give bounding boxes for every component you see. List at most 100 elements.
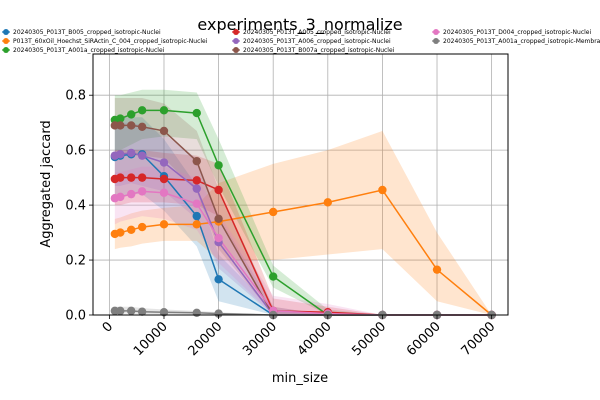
- legend-swatch-marker: [233, 47, 239, 53]
- y-tick-label: 0.4: [65, 199, 86, 214]
- x-tick-label: 30000: [240, 319, 280, 359]
- legend-item: 20240305_P013T_A005_cropped_isotropic-Nu…: [232, 29, 391, 36]
- data-point: [116, 306, 125, 316]
- data-point: [192, 176, 201, 185]
- x-axis-label: min_size: [272, 371, 328, 386]
- confidence-band: [114, 97, 492, 316]
- data-point: [432, 265, 442, 274]
- legend-label: 20240305_P013T_A001a_cropped_isotropic-M…: [443, 38, 600, 45]
- data-point: [127, 173, 136, 182]
- legend-item: 20240305_P013T_A006_cropped_isotropic-Nu…: [232, 38, 391, 45]
- legend-label: 20240305_P013T_B005_cropped_isotropic-Nu…: [13, 29, 161, 36]
- confidence-band: [114, 166, 492, 315]
- legend-swatch-marker: [3, 47, 9, 53]
- data-point: [159, 158, 169, 167]
- legend-swatch-marker: [233, 29, 239, 35]
- data-point: [159, 220, 169, 229]
- data-point: [214, 161, 223, 170]
- data-point: [214, 214, 223, 224]
- legend: 20240305_P013T_B005_cropped_isotropic-Nu…: [2, 29, 600, 54]
- data-point: [137, 122, 147, 132]
- data-point: [159, 188, 169, 197]
- data-point: [116, 173, 125, 182]
- data-point: [192, 156, 201, 166]
- data-point: [192, 211, 201, 221]
- data-point: [127, 225, 136, 235]
- data-point: [127, 110, 136, 119]
- data-point: [116, 114, 125, 123]
- plot-frame: [92, 53, 509, 316]
- data-point: [137, 187, 147, 196]
- legend-item: 20240305_P013T_B007a_cropped_isotropic-N…: [232, 47, 395, 54]
- y-tick-label: 0.2: [65, 254, 86, 269]
- y-tick-label: 0.8: [65, 89, 86, 104]
- legend-swatch-marker: [233, 38, 239, 44]
- data-point: [159, 126, 169, 136]
- data-point: [192, 220, 201, 229]
- confidence-bands: [114, 89, 492, 316]
- legend-label: 20240305_P013T_D004_cropped_isotropic-Nu…: [443, 29, 591, 36]
- confidence-band: [114, 150, 492, 315]
- legend-item: P013T_60xOil_Hoechst_SiRActin_C_004_crop…: [2, 38, 208, 45]
- x-tick-label: 20000: [186, 319, 226, 359]
- x-tick-label: 0: [100, 319, 116, 335]
- data-point: [127, 189, 136, 199]
- x-tick-label: 10000: [131, 319, 171, 359]
- legend-swatch-marker: [3, 29, 9, 35]
- legend-label: 20240305_P013T_A001a_cropped_isotropic-N…: [13, 47, 165, 54]
- legend-label: P013T_60xOil_Hoechst_SiRActin_C_004_crop…: [13, 38, 208, 45]
- confidence-band: [114, 89, 492, 315]
- y-axis-label: Aggregated jaccard: [39, 120, 54, 247]
- x-tick-label: 40000: [295, 319, 335, 359]
- x-axis: 0 10000 20000 30000 40000 50000 60000 70000: [100, 315, 499, 359]
- data-point: [137, 173, 147, 182]
- data-point: [214, 185, 223, 195]
- data-point: [192, 199, 201, 208]
- data-point: [116, 228, 125, 237]
- data-point: [127, 121, 136, 130]
- data-point: [159, 308, 169, 317]
- data-point: [214, 275, 223, 284]
- legend-swatch-marker: [3, 38, 9, 44]
- data-point: [214, 309, 223, 318]
- legend-item: 20240305_P013T_A001a_cropped_isotropic-M…: [432, 38, 600, 45]
- legend-label: 20240305_P013T_A005_cropped_isotropic-Nu…: [243, 29, 391, 36]
- chart-title: experiments_3_normalize: [197, 15, 402, 35]
- data-point: [137, 151, 147, 160]
- confidence-band: [114, 117, 492, 315]
- data-point: [137, 222, 147, 232]
- y-tick-label: 0.0: [65, 309, 86, 324]
- data-point: [192, 308, 201, 318]
- data-point: [159, 174, 169, 184]
- legend-swatch-marker: [433, 29, 439, 35]
- y-axis: 0.0 0.2 0.4 0.6 0.8: [65, 89, 93, 324]
- data-point: [137, 307, 147, 316]
- data-point: [116, 150, 125, 159]
- legend-label: 20240305_P013T_A006_cropped_isotropic-Nu…: [243, 38, 391, 45]
- confidence-band: [114, 122, 492, 316]
- confidence-band: [114, 130, 492, 315]
- data-point: [268, 272, 278, 281]
- data-point: [192, 184, 201, 193]
- data-point: [116, 121, 125, 130]
- data-point: [159, 106, 169, 115]
- data-point: [116, 192, 125, 202]
- data-point: [137, 106, 147, 115]
- legend-item: 20240305_P013T_B005_cropped_isotropic-Nu…: [2, 29, 161, 36]
- legend-swatch-marker: [433, 38, 439, 44]
- x-tick-label: 50000: [349, 319, 389, 359]
- legend-label: 20240305_P013T_B007a_cropped_isotropic-N…: [243, 47, 395, 54]
- x-tick-label: 70000: [459, 319, 499, 359]
- legend-item: 20240305_P013T_D004_cropped_isotropic-Nu…: [432, 29, 591, 36]
- data-point: [378, 185, 387, 195]
- data-point: [127, 148, 136, 158]
- data-point: [192, 108, 201, 118]
- data-point: [268, 207, 278, 217]
- series-points: [110, 106, 496, 320]
- legend-item: 20240305_P013T_A001a_cropped_isotropic-N…: [2, 47, 165, 54]
- data-point: [323, 198, 333, 207]
- x-tick-label: 60000: [404, 319, 444, 359]
- data-point: [214, 233, 223, 243]
- data-point: [127, 306, 136, 316]
